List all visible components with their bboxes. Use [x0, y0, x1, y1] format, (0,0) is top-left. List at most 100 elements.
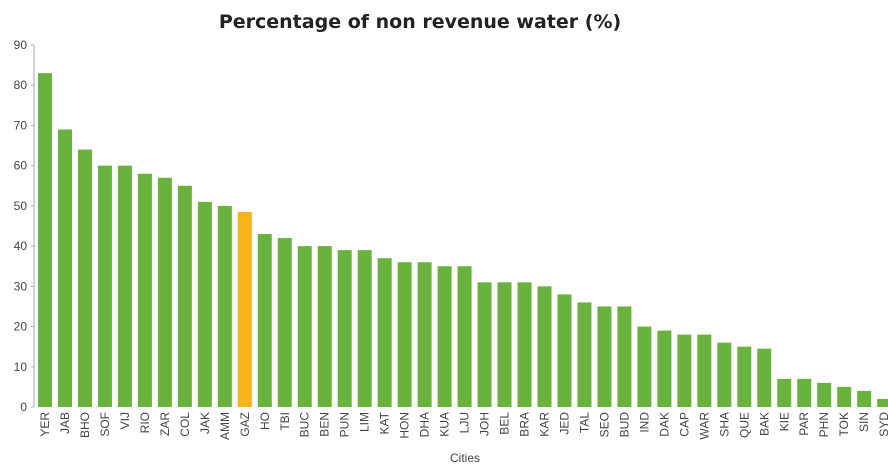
x-tick-label: YER: [38, 412, 52, 437]
x-tick-label: BAK: [757, 412, 771, 436]
bar: [237, 211, 252, 407]
x-tick-label: RIO: [138, 412, 152, 433]
x-tick-label: BEN: [318, 412, 332, 437]
bar: [837, 386, 852, 407]
bar: [77, 149, 92, 408]
x-tick-label: BRA: [518, 412, 532, 437]
x-axis-label: Cities: [450, 451, 480, 465]
x-tick-label: BUC: [298, 412, 312, 438]
bar: [697, 334, 712, 407]
bar: [317, 246, 332, 407]
x-tick-label: QUE: [737, 412, 751, 438]
x-tick-label: BEL: [498, 412, 512, 435]
x-tick-label: SYD: [877, 412, 888, 437]
bar: [717, 342, 732, 407]
bar: [657, 330, 672, 407]
x-tick-label: COL: [178, 412, 192, 437]
x-tick-label: PAR: [797, 412, 811, 436]
bar: [297, 246, 312, 407]
bar: [537, 286, 552, 407]
x-tick-label: DHA: [418, 412, 432, 437]
bar: [877, 398, 888, 407]
bar: [737, 346, 752, 407]
x-tick-label: HON: [398, 412, 412, 439]
x-tick-label: KAR: [538, 412, 552, 437]
chart-title: Percentage of non revenue water (%): [219, 11, 621, 33]
x-tick-label: HO: [258, 412, 272, 430]
bar: [57, 129, 72, 407]
x-tick-label: TOK: [837, 412, 851, 436]
bar: [817, 382, 832, 407]
bar: [637, 326, 652, 407]
x-tick-label: CAP: [677, 412, 691, 437]
bar: [857, 390, 872, 407]
x-tick-label: KUA: [438, 412, 452, 437]
bar: [437, 266, 452, 407]
x-tick-label: TBI: [278, 412, 292, 431]
bar: [337, 250, 352, 407]
bar: [617, 306, 632, 407]
x-tick-label: KIE: [777, 412, 791, 431]
x-tick-label: LJU: [458, 412, 472, 433]
bar: [417, 262, 432, 407]
bar: [757, 348, 772, 407]
bar: [197, 201, 212, 407]
x-tick-label: PUN: [338, 412, 352, 437]
bar: [117, 165, 132, 407]
x-tick-label: SEO: [597, 412, 611, 437]
bar: [38, 73, 52, 408]
y-tick-label: 90: [14, 38, 28, 52]
bar: [217, 205, 232, 407]
x-tick-label: KAT: [378, 411, 392, 434]
x-tick-label: JAK: [198, 412, 212, 434]
x-tick-label: BHO: [78, 412, 92, 438]
x-tick-label: PHN: [817, 412, 831, 437]
bar: [497, 282, 512, 407]
x-tick-label: JOH: [478, 412, 492, 436]
bar: [137, 173, 152, 407]
bar: [377, 258, 392, 407]
bar: [177, 185, 192, 407]
x-tick-label: ZAR: [158, 412, 172, 436]
y-tick-label: 10: [14, 360, 28, 374]
bar: [97, 165, 112, 407]
y-tick-label: 60: [14, 159, 28, 173]
x-tick-label: IND: [637, 412, 651, 433]
y-tick-label: 30: [14, 279, 28, 293]
x-tick-label: SOF: [98, 412, 112, 437]
x-tick-label: DAK: [657, 412, 671, 437]
y-tick-label: 50: [14, 199, 28, 213]
x-tick-label: JED: [557, 412, 571, 435]
bar: [597, 306, 612, 407]
bar: [457, 266, 472, 407]
bar: [577, 302, 592, 407]
y-tick-label: 70: [14, 118, 28, 132]
x-tick-label: BUD: [617, 412, 631, 438]
x-tick-label: TAL: [577, 412, 591, 433]
bar: [277, 238, 292, 407]
bar: [257, 234, 272, 407]
bar: [357, 250, 372, 407]
bar: [557, 294, 572, 407]
bar: [157, 177, 172, 407]
bar: [397, 262, 412, 407]
x-tick-label: VIJ: [118, 412, 132, 429]
bar: [477, 282, 492, 407]
x-tick-label: SIN: [857, 412, 871, 432]
bar: [777, 378, 792, 407]
y-tick-label: 80: [14, 78, 28, 92]
x-tick-label: LIM: [358, 412, 372, 432]
x-tick-label: GAZ: [238, 412, 252, 437]
x-tick-label: WAR: [697, 412, 711, 440]
bar: [677, 334, 692, 407]
y-tick-label: 0: [20, 400, 27, 414]
x-tick-label: AMM: [218, 412, 232, 440]
x-tick-label: SHA: [717, 412, 731, 437]
x-tick-label: JAB: [58, 412, 72, 434]
bar: [797, 378, 812, 407]
y-tick-label: 20: [14, 320, 28, 334]
y-tick-label: 40: [14, 239, 28, 253]
bar: [517, 282, 532, 407]
